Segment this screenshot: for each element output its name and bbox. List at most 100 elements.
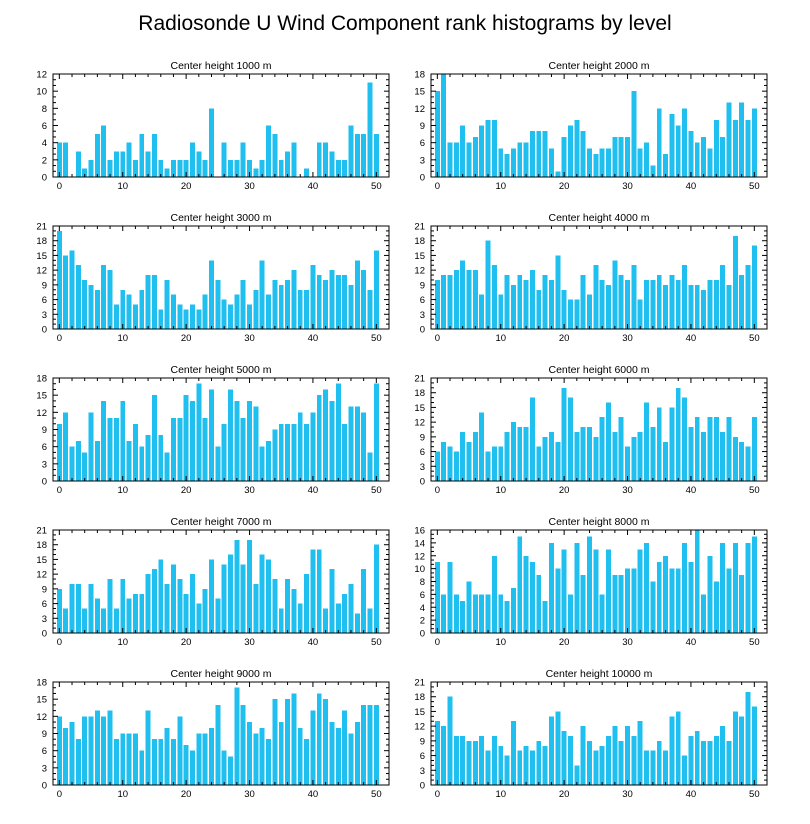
bar-rank-16 <box>158 739 164 785</box>
bar-rank-1 <box>441 275 447 329</box>
bar-rank-19 <box>555 568 561 634</box>
bar-rank-0 <box>434 279 440 329</box>
x-tick-label: 20 <box>559 789 570 800</box>
bar-rank-24 <box>587 427 592 481</box>
bar-rank-23 <box>202 588 208 633</box>
bar-rank-13 <box>517 275 523 329</box>
bar-rank-43 <box>707 279 713 329</box>
bar-rank-36 <box>285 279 291 329</box>
bar-rank-18 <box>548 148 554 177</box>
bar-rank-33 <box>266 125 272 177</box>
bar-rank-27 <box>606 402 611 481</box>
bar-rank-30 <box>625 446 630 481</box>
bar-rank-49 <box>367 704 373 785</box>
bar-rank-7 <box>101 400 107 481</box>
bar-rank-50 <box>373 250 379 329</box>
bar-rank-13 <box>139 446 145 481</box>
bar-rank-21 <box>568 299 573 329</box>
histogram-panel-4: Center height 4000 m 0 10 20 30 40 50 0 3 6 9 12 15 1… <box>414 212 768 344</box>
y-tick-label: 9 <box>42 425 47 436</box>
bar-rank-3 <box>75 151 81 177</box>
bar-rank-6 <box>94 289 100 329</box>
bar-rank-45 <box>342 593 348 633</box>
bar-rank-27 <box>606 148 611 177</box>
bar-rank-13 <box>517 536 523 633</box>
bar-rank-30 <box>247 722 252 785</box>
bar-rank-23 <box>202 733 208 785</box>
bar-rank-39 <box>682 397 688 481</box>
plot-frame <box>430 377 768 482</box>
bar-rank-30 <box>625 568 630 634</box>
panel-title: Center height 5000 m <box>171 364 272 376</box>
bar-rank-37 <box>291 588 297 633</box>
bar-rank-16 <box>158 435 164 481</box>
bar-rank-25 <box>593 436 599 481</box>
x-tick-label: 10 <box>117 333 128 344</box>
bar-rank-29 <box>618 740 624 785</box>
bar-rank-34 <box>272 579 278 633</box>
bar-rank-47 <box>354 406 360 481</box>
bar-rank-39 <box>682 542 688 634</box>
y-tick-label: 6 <box>42 295 47 306</box>
bar-rank-0 <box>56 230 62 329</box>
bar-rank-19 <box>177 159 183 177</box>
bar-rank-24 <box>209 559 214 633</box>
x-tick-label: 40 <box>686 485 697 496</box>
y-tick-label: 15 <box>414 403 425 414</box>
bar-rank-28 <box>234 400 240 481</box>
bar-rank-5 <box>88 412 94 481</box>
x-tick-label: 40 <box>308 637 319 648</box>
bar-rank-2 <box>447 275 453 329</box>
bar-rank-16 <box>536 131 542 177</box>
bar-rank-45 <box>342 275 348 329</box>
y-tick-label: 4 <box>420 603 425 614</box>
bar-rank-47 <box>354 260 360 329</box>
bar-rank-36 <box>663 555 669 633</box>
bar-rank-34 <box>650 279 656 329</box>
x-tick-label: 30 <box>244 789 255 800</box>
bar-rank-50 <box>751 417 757 481</box>
y-tick-label: 18 <box>414 70 425 81</box>
bar-rank-14 <box>145 435 151 481</box>
bar-rank-6 <box>472 594 478 634</box>
bar-rank-44 <box>713 581 719 633</box>
x-tick-label: 50 <box>371 789 382 800</box>
bar-rank-14 <box>523 555 529 633</box>
x-tick-label: 40 <box>686 333 697 344</box>
bar-rank-1 <box>63 142 69 177</box>
bar-rank-8 <box>485 451 491 481</box>
bar-rank-22 <box>196 733 202 785</box>
y-tick-label: 21 <box>414 678 425 689</box>
bar-rank-16 <box>158 159 164 177</box>
bar-rank-47 <box>354 722 360 785</box>
x-tick-label: 0 <box>435 181 440 192</box>
bar-rank-41 <box>694 142 700 177</box>
bar-rank-50 <box>373 383 379 481</box>
bar-rank-36 <box>663 284 669 329</box>
bar-rank-43 <box>329 722 335 785</box>
bar-rank-24 <box>209 389 214 481</box>
y-tick-label: 15 <box>414 87 425 98</box>
bar-rank-3 <box>75 739 81 785</box>
bar-rank-33 <box>644 402 650 481</box>
x-tick-label: 10 <box>117 181 128 192</box>
bar-rank-18 <box>170 159 176 177</box>
bar-rank-20 <box>183 593 189 633</box>
bar-rank-17 <box>164 452 170 481</box>
bar-rank-3 <box>453 594 459 634</box>
bar-rank-36 <box>285 151 291 177</box>
y-tick-label: 16 <box>414 526 425 537</box>
bar-rank-8 <box>485 594 491 634</box>
bar-rank-20 <box>183 159 189 177</box>
bar-rank-13 <box>517 142 523 177</box>
x-tick-label: 50 <box>749 333 760 344</box>
y-tick-label: 15 <box>36 555 47 566</box>
bar-rank-28 <box>612 575 618 633</box>
bar-rank-29 <box>618 417 624 481</box>
bar-rank-17 <box>164 727 170 785</box>
bar-rank-32 <box>259 159 265 177</box>
panel-title: Center height 3000 m <box>171 212 272 224</box>
x-tick-label: 50 <box>371 333 382 344</box>
bar-rank-6 <box>94 710 100 785</box>
x-tick-label: 30 <box>244 333 255 344</box>
